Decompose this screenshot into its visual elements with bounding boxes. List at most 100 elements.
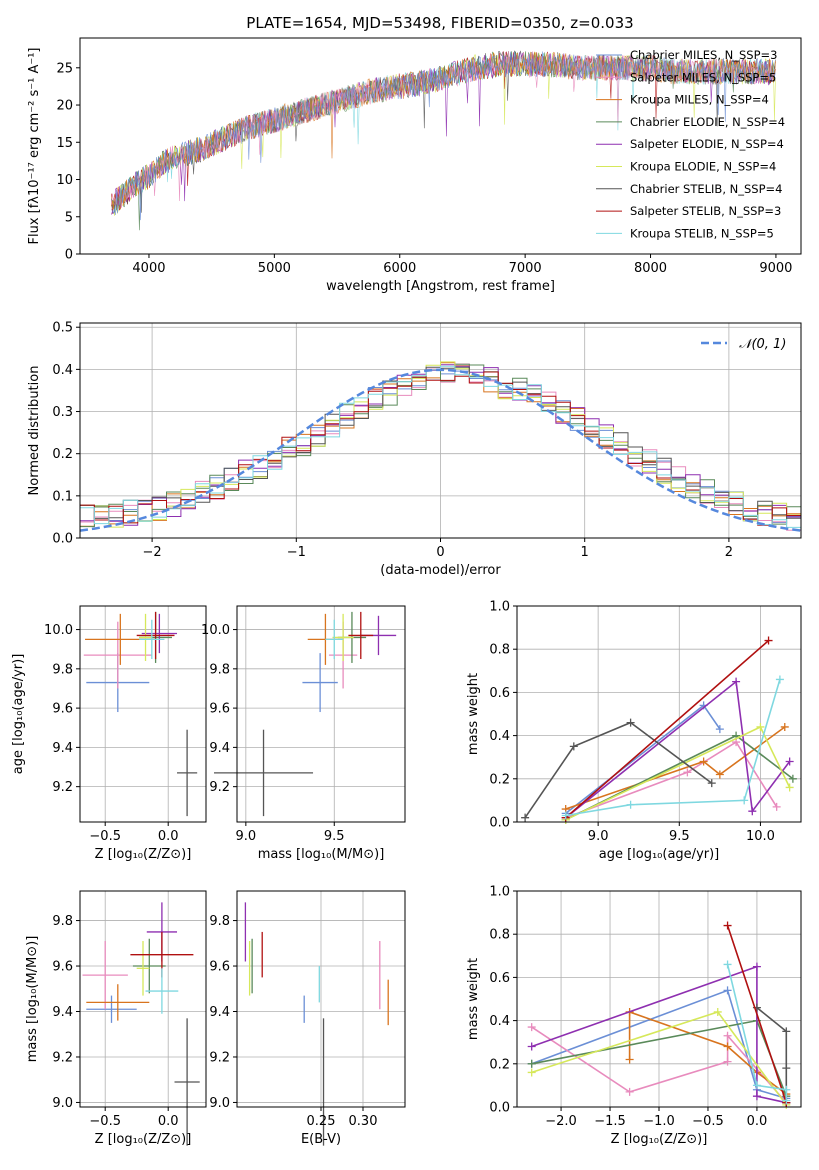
weight-marker <box>756 722 765 731</box>
x-tick-label: −2 <box>143 545 162 560</box>
weight-marker <box>626 718 635 727</box>
y-tick-label: 9.8 <box>52 914 73 929</box>
plot-area-age_vs_Z <box>83 611 198 817</box>
y-tick-label: 0.8 <box>489 928 510 943</box>
y-tick-label: 25 <box>56 61 73 76</box>
weight-marker <box>772 802 781 811</box>
weight-marker <box>780 722 789 731</box>
panel-weight_vs_Z: −2.0 −1.5 −1.0 −0.5 0.0 0.0 0.2 0.4 0.6 0.8 1.0 Z [… <box>466 885 802 1147</box>
error-bar-point <box>332 613 354 661</box>
y-tick-label: 9.2 <box>52 1050 73 1065</box>
weight-marker <box>785 757 794 766</box>
y-tick-label: 0.0 <box>52 532 73 547</box>
x-tick-label: 0.0 <box>158 829 179 844</box>
x-axis-label: Z [log₁₀(Z/Z⊙)] <box>611 1132 708 1147</box>
error-bar-point <box>139 619 165 660</box>
x-axis-label: age [log₁₀(age/yr)] <box>599 847 720 862</box>
x-tick-label: −1.5 <box>594 1114 626 1129</box>
weight-marker <box>561 811 570 820</box>
plot-area-age_vs_mass <box>214 611 397 817</box>
weight-marker <box>752 1092 761 1101</box>
x-tick-label: 1 <box>581 545 589 560</box>
legend-entry: Salpeter STELIB, N_SSP=3 <box>630 204 781 218</box>
y-tick-label: 0.8 <box>489 643 510 658</box>
y-tick-label: 9.8 <box>209 914 230 929</box>
y-axis-label: mass [log₁₀(M/M⊙)] <box>25 936 40 1063</box>
y-tick-label: 9.4 <box>209 741 230 756</box>
weight-marker <box>683 768 692 777</box>
panel-age_vs_mass: 9.0 9.5 9.2 9.4 9.6 9.8 10.0 mass [log₁₀(M/M⊙)] <box>201 605 406 862</box>
axes-frame <box>516 605 802 823</box>
weight-marker <box>732 677 741 686</box>
weight-marker <box>699 757 708 766</box>
y-tick-label: 9.0 <box>52 1096 73 1111</box>
x-tick-label: 0 <box>436 545 444 560</box>
weight-series-line <box>565 741 778 819</box>
x-tick-label: 10.0 <box>746 829 775 844</box>
weight-marker <box>569 742 578 751</box>
error-bar-point <box>86 995 137 1023</box>
gauss-curve <box>79 368 802 532</box>
y-tick-label: 9.4 <box>52 741 73 756</box>
y-tick-label: 9.0 <box>209 1096 230 1111</box>
y-tick-label: 0.3 <box>52 405 73 420</box>
axes-frame <box>79 605 207 823</box>
x-tick-label: 7000 <box>509 261 542 276</box>
weight-marker <box>723 921 732 930</box>
weight-marker <box>527 1068 536 1077</box>
x-tick-label: 9.0 <box>235 829 256 844</box>
y-tick-label: 0.2 <box>489 772 510 787</box>
weight-marker <box>740 796 749 805</box>
legend-entry: Chabrier ELODIE, N_SSP=4 <box>630 115 785 129</box>
error-bar-point <box>132 938 166 994</box>
y-tick-label: 9.6 <box>209 960 230 975</box>
x-tick-label: −1.0 <box>643 1114 675 1129</box>
weight-marker <box>782 1064 791 1073</box>
error-bar-point <box>325 619 344 660</box>
x-axis-label: Z [log₁₀(Z/Z⊙)] <box>95 847 192 862</box>
x-axis-label: E(B-V) <box>301 1132 341 1147</box>
y-tick-label: 0.6 <box>489 971 510 986</box>
weight-series-line <box>565 639 770 819</box>
y-axis-label: Normed distribution <box>27 366 42 496</box>
y-axis-label: mass weight <box>466 958 481 1040</box>
figure-title: PLATE=1654, MJD=53498, FIBERID=0350, z=0… <box>246 14 633 32</box>
y-tick-label: 0.2 <box>489 1057 510 1072</box>
x-tick-label: 2 <box>725 545 733 560</box>
histogram-series <box>80 365 801 528</box>
weight-marker <box>752 1081 761 1090</box>
x-tick-label: 0.25 <box>307 1114 336 1129</box>
weight-series-line <box>726 964 788 1101</box>
x-tick-label: 4000 <box>132 261 165 276</box>
legend-entry: Salpeter MILES, N_SSP=5 <box>630 70 776 84</box>
legend-entry: Chabrier STELIB, N_SSP=4 <box>630 182 782 196</box>
panel-mass_vs_Z: −0.5 0.0 9.0 9.2 9.4 9.6 9.8 Z [log₁₀(Z/Z⊙)] mas… <box>25 890 207 1147</box>
error-bar-point <box>139 613 152 661</box>
x-axis-label: wavelength [Angstrom, rest frame] <box>326 279 555 294</box>
legend-entry: Kroupa MILES, N_SSP=4 <box>630 93 769 107</box>
x-tick-label: 9.0 <box>588 829 609 844</box>
x-tick-label: 9000 <box>759 261 792 276</box>
x-axis-label: mass [log₁₀(M/M⊙)] <box>258 847 385 862</box>
weight-marker <box>723 960 732 969</box>
weight-marker <box>715 725 724 734</box>
legend-entry: Kroupa ELODIE, N_SSP=4 <box>630 160 776 174</box>
y-tick-label: 9.8 <box>52 662 73 677</box>
weight-marker <box>723 1031 732 1040</box>
legend-entry: Kroupa STELIB, N_SSP=5 <box>630 226 774 240</box>
y-tick-label: 20 <box>56 99 73 114</box>
panel-spectrum: 4000 5000 6000 7000 8000 9000 0 5 10 15 20 25 wavele… <box>27 37 802 294</box>
y-tick-label: 0.4 <box>489 1014 510 1029</box>
x-tick-label: 0.0 <box>158 1114 179 1129</box>
legend-entry: Chabrier MILES, N_SSP=3 <box>630 48 777 62</box>
x-tick-label: −0.5 <box>89 829 121 844</box>
y-axis-label: mass weight <box>466 673 481 755</box>
panel-age_vs_Z: −0.5 0.0 9.2 9.4 9.6 9.8 10.0 Z [log₁₀(Z/Z⊙)] ag… <box>11 605 207 862</box>
y-tick-label: 9.4 <box>52 1005 73 1020</box>
weight-marker <box>782 1085 791 1094</box>
weight-marker <box>782 1027 791 1036</box>
y-axis-label: Flux [fλ10⁻¹⁷ erg cm⁻² s⁻¹ A⁻¹] <box>27 48 42 245</box>
x-tick-label: 0.0 <box>747 1114 768 1129</box>
x-tick-label: −1 <box>287 545 306 560</box>
